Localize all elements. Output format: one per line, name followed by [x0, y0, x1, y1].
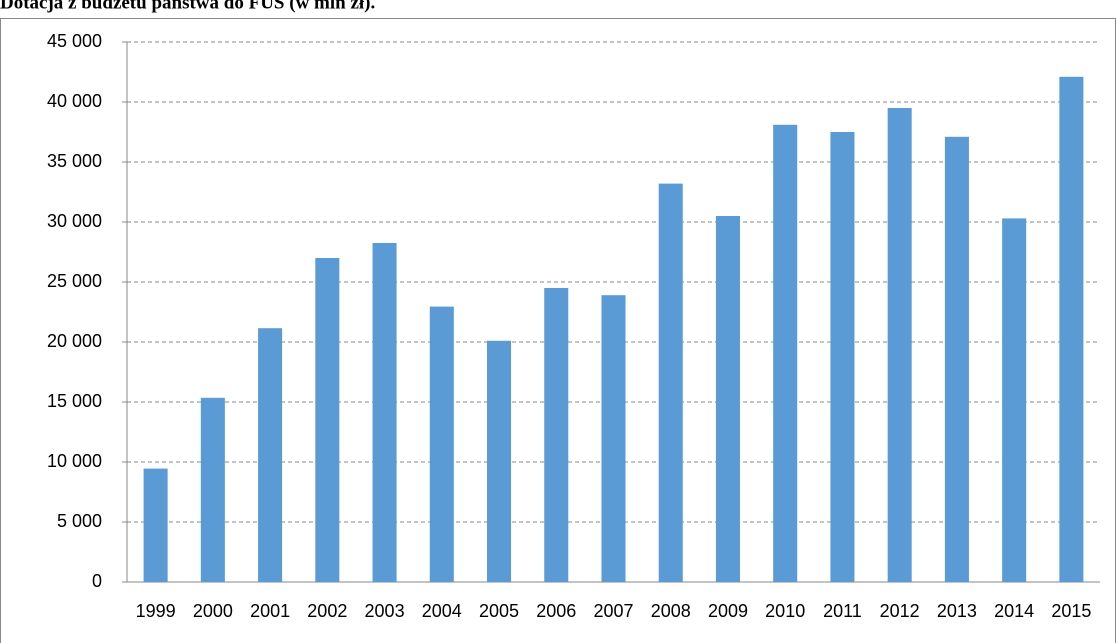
x-tick-label: 2000 [193, 601, 233, 621]
x-tick-label: 2012 [880, 601, 920, 621]
bar [773, 124, 798, 583]
bar [830, 132, 855, 582]
bar [200, 397, 225, 582]
bar [487, 340, 512, 582]
x-tick-label: 2014 [994, 601, 1034, 621]
chart-title: Dotacja z budżetu państwa do FUS (w mln … [0, 0, 375, 13]
y-tick-label: 5 000 [57, 511, 102, 531]
y-tick-label: 35 000 [47, 151, 102, 171]
x-tick-label: 2006 [536, 601, 576, 621]
bar [658, 183, 683, 582]
bar [372, 243, 397, 582]
y-tick-label: 40 000 [47, 91, 102, 111]
bar [1002, 218, 1027, 582]
bar [944, 136, 969, 583]
y-tick-label: 25 000 [47, 271, 102, 291]
x-tick-label: 2003 [365, 601, 405, 621]
bar [429, 306, 454, 582]
y-tick-label: 0 [92, 571, 102, 591]
x-tick-label: 2004 [422, 601, 462, 621]
bar [715, 216, 740, 582]
bar [887, 108, 912, 582]
y-tick-label: 20 000 [47, 331, 102, 351]
x-tick-label: 2010 [765, 601, 805, 621]
x-tick-label: 1999 [136, 601, 176, 621]
bar [315, 258, 340, 582]
y-tick-label: 30 000 [47, 211, 102, 231]
chart-border [0, 18, 1116, 643]
y-tick-label: 15 000 [47, 391, 102, 411]
x-tick-label: 2008 [651, 601, 691, 621]
x-tick-label: 2011 [823, 601, 862, 621]
x-tick-label: 2009 [708, 601, 748, 621]
bar [601, 295, 626, 582]
bar [258, 328, 283, 582]
bar [544, 288, 569, 582]
x-tick-label: 2007 [593, 601, 633, 621]
y-tick-label: 10 000 [47, 451, 102, 471]
x-tick-label: 2013 [937, 601, 977, 621]
x-tick-label: 2005 [479, 601, 519, 621]
y-tick-label: 45 000 [47, 31, 102, 51]
x-tick-label: 2002 [307, 601, 347, 621]
bar [1059, 76, 1084, 583]
x-tick-label: 2001 [250, 601, 290, 621]
bar [143, 468, 168, 582]
x-tick-label: 2015 [1051, 601, 1091, 621]
